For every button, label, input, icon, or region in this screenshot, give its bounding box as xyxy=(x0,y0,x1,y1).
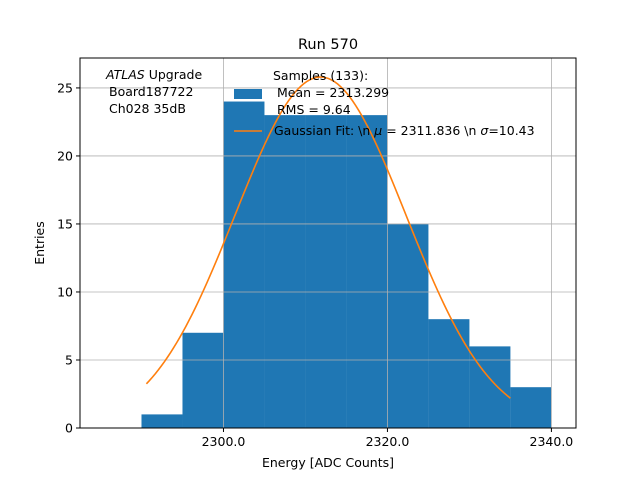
plot-frame xyxy=(79,57,577,429)
legend-fit-mu: μ xyxy=(373,123,382,138)
legend-hist-swatch xyxy=(234,89,262,99)
histogram-bar xyxy=(182,332,224,428)
annotation-line-3: Ch028 35dB xyxy=(109,101,186,116)
y-axis-ticks: 0 5 10 15 20 25 xyxy=(57,80,80,436)
histogram-bar xyxy=(141,414,183,428)
gaussian-fit-curve xyxy=(145,76,511,399)
histogram-bar xyxy=(305,115,347,428)
annotation-atlas: ATLAS xyxy=(105,67,145,82)
x-axis-label: Energy [ADC Counts] xyxy=(262,455,394,470)
atlas-annotation: ATLAS Upgrade Board187722 Ch028 35dB xyxy=(105,67,202,116)
legend-fit-sigma: σ xyxy=(480,123,489,138)
legend-hist-line-3: RMS = 9.64 xyxy=(277,102,351,117)
y-tick-label: 5 xyxy=(65,352,73,367)
legend-fit-suffix: =10.43 xyxy=(488,123,534,138)
histogram-bar xyxy=(428,319,470,428)
y-tick-label: 25 xyxy=(57,80,73,95)
histogram-bar xyxy=(223,101,265,428)
y-tick-label: 20 xyxy=(57,148,73,163)
y-tick-label: 15 xyxy=(57,216,73,231)
histogram-bars xyxy=(141,101,552,428)
x-tick-label: 2320.0 xyxy=(366,434,410,449)
x-axis-ticks: 2300.0 2320.0 2340.0 xyxy=(202,428,574,449)
y-tick-label: 10 xyxy=(57,284,73,299)
legend-hist-line-2: Mean = 2313.299 xyxy=(277,85,389,100)
histogram-bar xyxy=(469,346,511,428)
legend: Samples (133): Mean = 2313.299 RMS = 9.6… xyxy=(234,68,535,138)
annotation-line-2: Board187722 xyxy=(109,84,193,99)
x-tick-label: 2340.0 xyxy=(530,434,574,449)
x-tick-label: 2300.0 xyxy=(202,434,246,449)
histogram-bar xyxy=(346,115,388,428)
histogram-bar xyxy=(510,387,552,428)
chart-title: Run 570 xyxy=(298,37,358,53)
y-tick-label: 0 xyxy=(65,421,73,436)
legend-hist-line-1: Samples (133): xyxy=(273,68,368,83)
y-axis-label: Entries xyxy=(32,221,47,265)
legend-fit-mid: = 2311.836 \n xyxy=(382,123,480,138)
histogram-bar xyxy=(387,223,429,428)
annotation-line-1: ATLAS Upgrade xyxy=(105,67,202,82)
legend-fit-prefix: Gaussian Fit: \n xyxy=(274,123,374,138)
histogram-bar xyxy=(264,115,306,428)
annotation-upgrade: Upgrade xyxy=(145,67,203,82)
legend-fit-label: Gaussian Fit: \n μ = 2311.836 \n σ=10.43 xyxy=(274,123,535,138)
